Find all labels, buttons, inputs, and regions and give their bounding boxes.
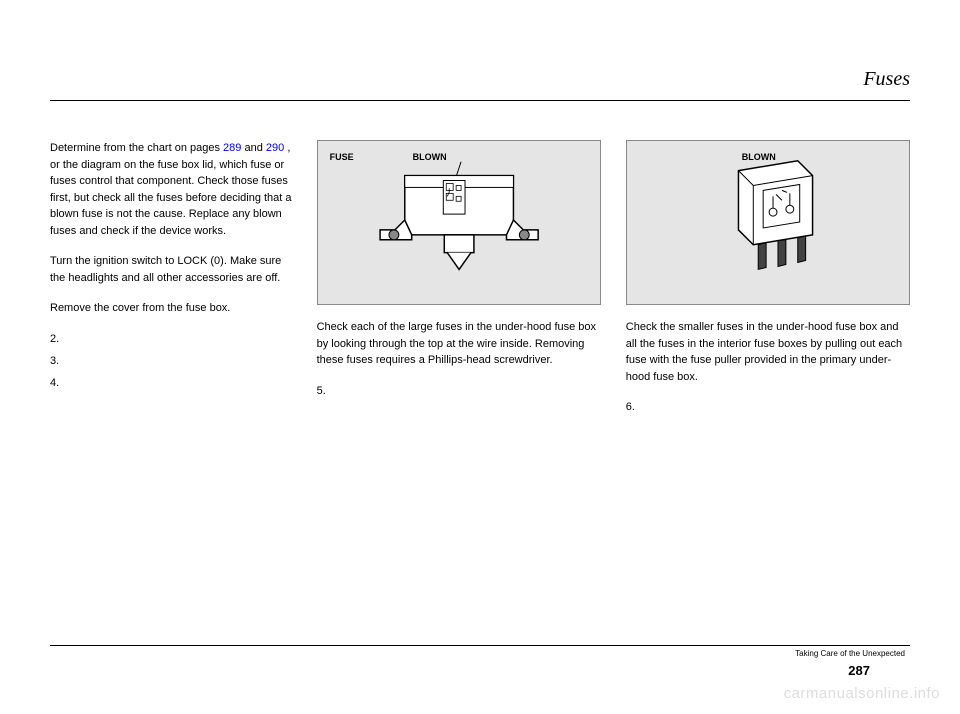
step-5-number-block: 5.: [317, 383, 601, 403]
step-4-text: Remove the cover from the fuse box.: [50, 302, 230, 314]
instruction-step-2: Determine from the chart on pages 289 an…: [50, 140, 292, 239]
right-column: BLOWN: [626, 140, 910, 419]
fuse-diagram-large: FUSE BLOWN: [317, 140, 601, 305]
content-columns: Determine from the chart on pages 289 an…: [50, 140, 910, 419]
instruction-step-3: Turn the ignition switch to LOCK (0). Ma…: [50, 253, 292, 286]
middle-column: FUSE BLOWN: [317, 140, 601, 419]
fuse-diagram-small: BLOWN: [626, 140, 910, 305]
step-5-text: Check each of the large fuses in the und…: [317, 321, 596, 366]
header-rule: [50, 100, 910, 101]
step-number-3: 3.: [50, 353, 59, 370]
step-text-suffix: , or the diagram on the fuse box lid, wh…: [50, 142, 292, 237]
left-column: Determine from the chart on pages 289 an…: [50, 140, 292, 419]
step-number-6: 6.: [626, 399, 635, 416]
page-title: Fuses: [863, 68, 910, 91]
page-number: 287: [848, 663, 870, 678]
step-6-number-block: 6.: [626, 399, 910, 419]
large-fuse-svg: [318, 141, 600, 304]
step-numbers-block: 2. 3. 4.: [50, 331, 292, 401]
section-label: Taking Care of the Unexpected: [795, 649, 905, 658]
step-number-5: 5.: [317, 383, 326, 400]
step-number-4: 4.: [50, 375, 59, 392]
fuse-label: FUSE: [330, 151, 354, 165]
step-3-text: Turn the ignition switch to LOCK (0). Ma…: [50, 255, 281, 284]
manual-page: Fuses Determine from the chart on pages …: [0, 0, 960, 714]
page-link-290[interactable]: 290: [266, 142, 284, 154]
and-word: and: [244, 142, 262, 154]
instruction-step-4: Remove the cover from the fuse box.: [50, 300, 292, 317]
page-link-289[interactable]: 289: [223, 142, 241, 154]
instruction-step-6: Check the smaller fuses in the under-hoo…: [626, 319, 910, 385]
footer-rule: [50, 645, 910, 646]
step-number-2: 2.: [50, 331, 59, 348]
small-fuse-svg: [627, 141, 909, 304]
blown-label-1: BLOWN: [413, 151, 447, 165]
step-6-text: Check the smaller fuses in the under-hoo…: [626, 321, 902, 383]
watermark: carmanualsonline.info: [784, 685, 940, 702]
instruction-step-5: Check each of the large fuses in the und…: [317, 319, 601, 369]
blown-label-2: BLOWN: [742, 151, 776, 165]
step-text-prefix: Determine from the chart on pages: [50, 142, 220, 154]
